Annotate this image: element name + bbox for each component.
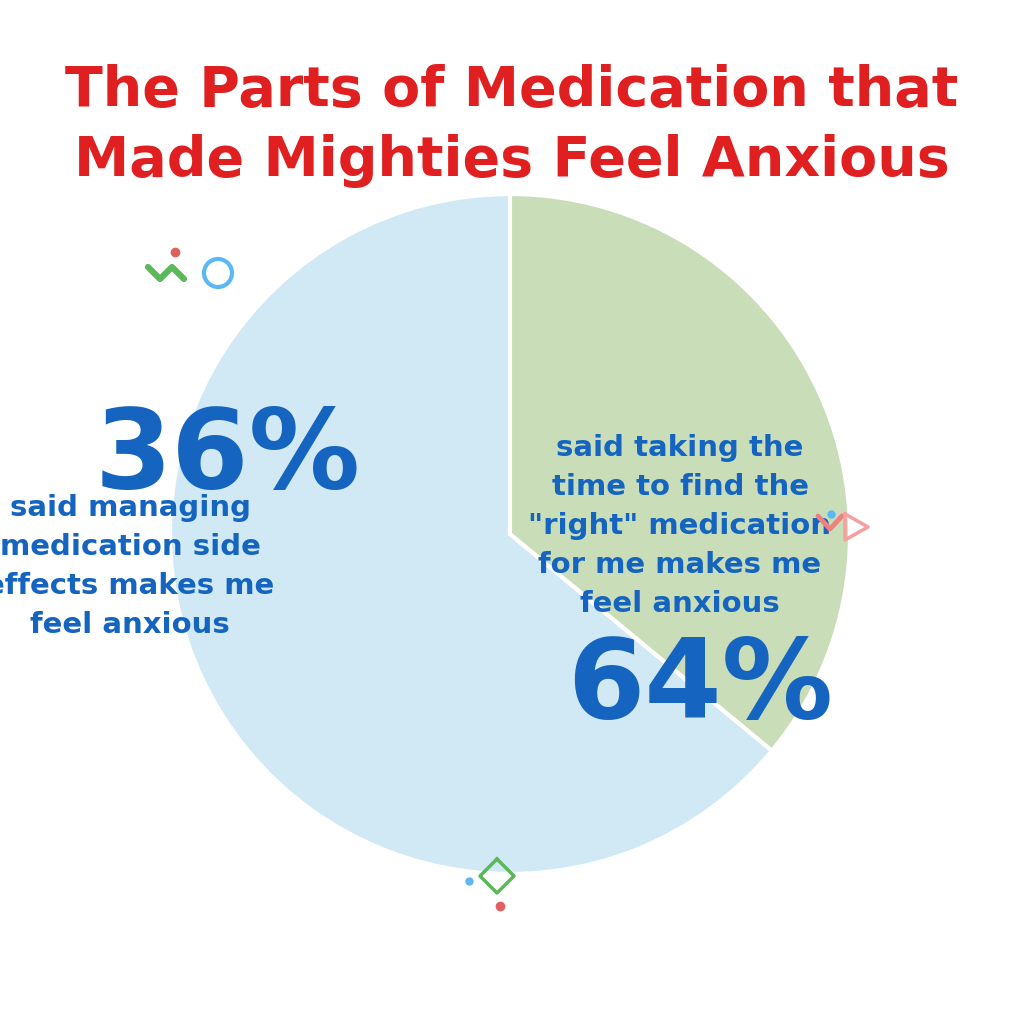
Text: 64%: 64% bbox=[567, 634, 833, 741]
Text: said taking the
time to find the
"right" medication
for me makes me
feel anxious: said taking the time to find the "right"… bbox=[528, 434, 831, 618]
Text: Made Mighties Feel Anxious: Made Mighties Feel Anxious bbox=[74, 134, 950, 188]
Text: The Parts of Medication that: The Parts of Medication that bbox=[66, 63, 958, 118]
Wedge shape bbox=[170, 194, 772, 874]
Text: said managing
medication side
effects makes me
feel anxious: said managing medication side effects ma… bbox=[0, 494, 274, 639]
Wedge shape bbox=[510, 194, 850, 751]
Text: 36%: 36% bbox=[95, 404, 361, 511]
